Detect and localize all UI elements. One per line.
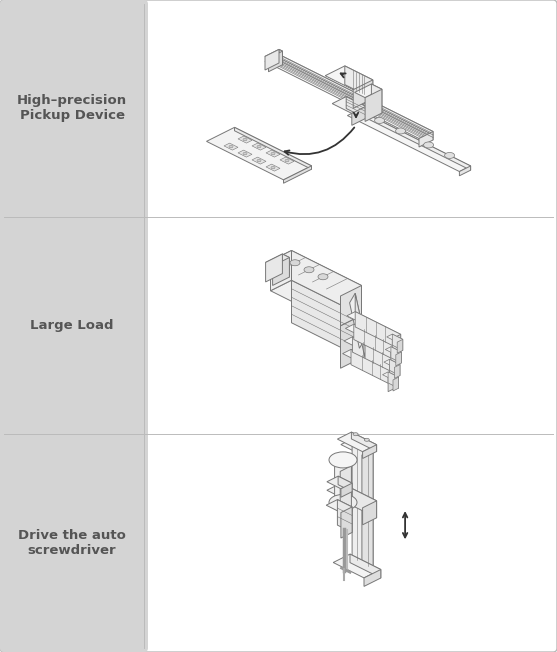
Polygon shape [362,449,373,574]
Polygon shape [351,349,397,387]
Polygon shape [338,432,377,452]
Ellipse shape [364,438,369,441]
Polygon shape [341,483,352,497]
Ellipse shape [257,145,261,148]
Polygon shape [266,254,290,266]
Polygon shape [341,507,352,538]
Polygon shape [340,286,361,326]
Polygon shape [279,55,433,140]
Polygon shape [355,312,400,349]
Polygon shape [265,50,282,58]
Ellipse shape [444,153,455,158]
Ellipse shape [271,153,275,155]
Polygon shape [345,66,373,98]
Polygon shape [207,127,311,180]
Polygon shape [265,50,279,70]
Polygon shape [284,166,311,183]
Polygon shape [238,136,252,143]
Polygon shape [271,280,361,326]
Polygon shape [397,339,403,353]
Polygon shape [343,349,397,376]
Polygon shape [383,372,399,380]
Polygon shape [266,164,280,171]
Polygon shape [388,372,397,392]
Polygon shape [252,157,266,164]
Text: Drive the auto
screwdriver: Drive the auto screwdriver [18,529,126,557]
Polygon shape [272,258,290,286]
Polygon shape [393,377,399,391]
Polygon shape [355,293,365,358]
Polygon shape [338,484,352,511]
Polygon shape [350,554,381,578]
Ellipse shape [353,433,358,436]
Polygon shape [347,312,400,338]
Polygon shape [344,337,398,364]
Polygon shape [351,488,377,518]
Polygon shape [392,334,403,350]
Ellipse shape [243,138,247,141]
Ellipse shape [290,259,300,266]
Polygon shape [224,143,238,150]
Polygon shape [270,58,426,136]
Polygon shape [271,250,291,291]
Ellipse shape [424,142,433,148]
Polygon shape [238,150,252,157]
Ellipse shape [271,166,275,169]
Polygon shape [389,359,398,379]
Polygon shape [335,458,351,507]
Polygon shape [352,106,366,125]
Polygon shape [350,293,365,348]
FancyBboxPatch shape [0,0,148,652]
Polygon shape [348,110,471,171]
Polygon shape [265,55,433,138]
Polygon shape [252,143,266,150]
Polygon shape [385,347,402,355]
Polygon shape [267,60,423,138]
Ellipse shape [257,159,261,162]
Polygon shape [268,51,282,72]
Polygon shape [325,66,373,90]
Polygon shape [353,80,373,108]
Polygon shape [384,359,400,367]
Polygon shape [387,334,403,342]
Polygon shape [338,499,352,533]
Polygon shape [282,254,290,277]
Ellipse shape [395,128,405,134]
Polygon shape [332,96,366,113]
Ellipse shape [329,494,357,511]
Polygon shape [266,254,282,282]
Polygon shape [389,359,400,376]
Polygon shape [359,110,471,170]
Polygon shape [266,150,280,157]
Polygon shape [363,501,377,525]
Polygon shape [291,250,361,316]
Polygon shape [333,554,381,578]
Ellipse shape [329,452,357,468]
Polygon shape [327,484,352,497]
Polygon shape [273,57,428,135]
Polygon shape [291,280,361,358]
Polygon shape [388,372,399,388]
Polygon shape [279,50,282,65]
Polygon shape [280,157,294,164]
Polygon shape [396,352,402,366]
Polygon shape [351,432,377,451]
Polygon shape [394,364,400,378]
Polygon shape [340,466,351,512]
Ellipse shape [318,274,328,280]
Ellipse shape [229,145,233,148]
Polygon shape [276,55,431,133]
Polygon shape [326,499,352,512]
Polygon shape [364,569,381,586]
Polygon shape [460,166,471,176]
Polygon shape [391,347,399,366]
Polygon shape [419,132,433,147]
Polygon shape [327,476,352,489]
Polygon shape [391,347,402,363]
Ellipse shape [304,267,314,273]
Polygon shape [345,324,399,351]
Polygon shape [234,127,311,170]
Polygon shape [340,316,361,368]
Polygon shape [338,488,377,508]
